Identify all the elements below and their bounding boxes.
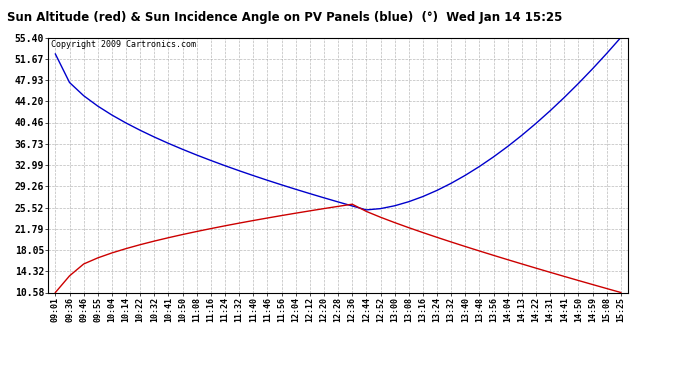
Text: Sun Altitude (red) & Sun Incidence Angle on PV Panels (blue)  (°)  Wed Jan 14 15: Sun Altitude (red) & Sun Incidence Angle…	[7, 11, 562, 24]
Text: Copyright 2009 Cartronics.com: Copyright 2009 Cartronics.com	[51, 40, 196, 49]
